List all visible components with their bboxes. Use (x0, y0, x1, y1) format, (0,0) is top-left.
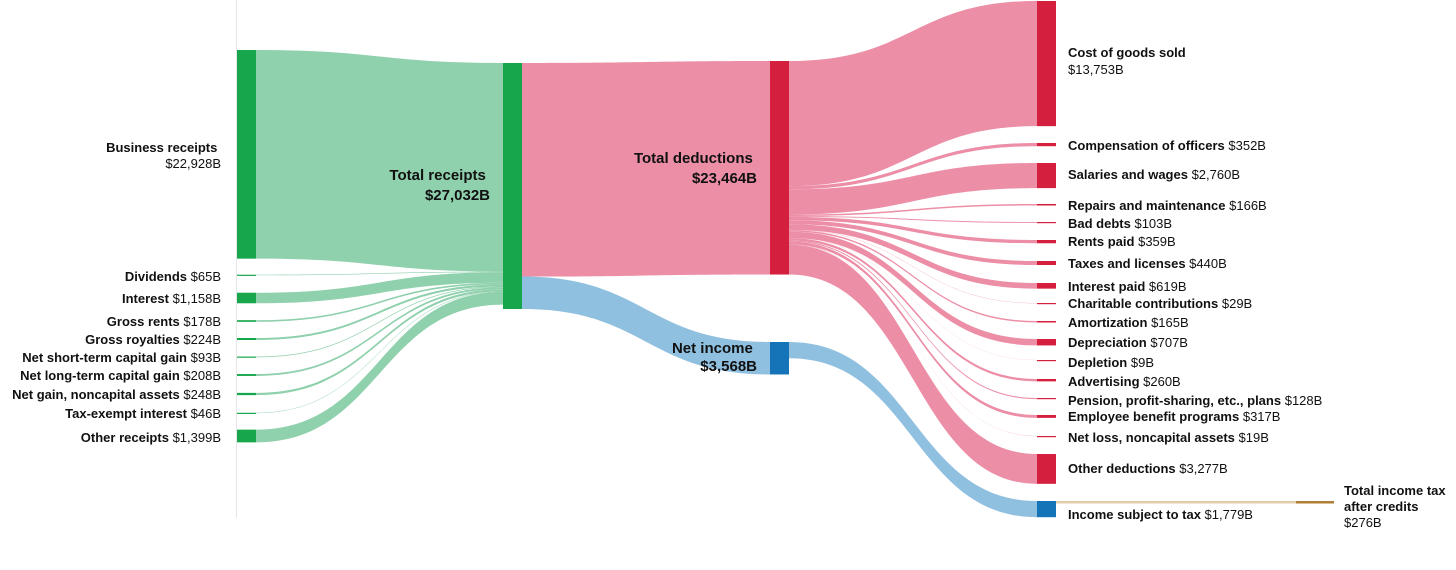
deduction-label-taxes-and-licenses: Taxes and licenses $440B (1068, 256, 1227, 271)
flow-income-subject-to-tax (789, 342, 1037, 518)
source-node-other-receipts (237, 429, 256, 443)
deduction-node-bad-debts (1037, 222, 1056, 224)
total-deductions-label: Total deductions $23,464B (634, 150, 757, 187)
deduction-label-depreciation: Depreciation $707B (1068, 335, 1188, 350)
source-node-tax-exempt-interest (237, 412, 256, 414)
source-label-gross-royalties: Gross royalties $224B (85, 332, 221, 347)
deduction-label-amortization: Amortization $165B (1068, 315, 1189, 330)
deduction-label-employee-benefit-programs: Employee benefit programs $317B (1068, 409, 1280, 424)
total-income-tax-label: Total income tax after credits $276B (1344, 483, 1449, 530)
source-node-interest (237, 292, 256, 304)
deduction-node-repairs-and-maintenance (1037, 204, 1056, 206)
deduction-node-amortization (1037, 321, 1056, 323)
deduction-node-taxes-and-licenses (1037, 261, 1056, 266)
source-label-other-receipts: Other receipts $1,399B (81, 430, 221, 445)
flow-compensation-of-officers (789, 143, 1037, 190)
deduction-label-repairs-and-maintenance: Repairs and maintenance $166B (1068, 198, 1267, 213)
deduction-label-depletion: Depletion $9B (1068, 355, 1154, 370)
net-income-node (770, 342, 789, 375)
deduction-label-charitable-contributions: Charitable contributions $29B (1068, 296, 1252, 311)
flow-total-deductions (522, 61, 770, 277)
deduction-node-interest-paid (1037, 283, 1056, 289)
total-deductions-node (770, 61, 789, 275)
flow-net-loss-noncapital-assets (789, 244, 1037, 437)
source-label-net-gain-noncapital-assets: Net gain, noncapital assets $248B (12, 387, 221, 402)
flow-total-income-tax (1056, 501, 1296, 504)
deduction-node-compensation-of-officers (1037, 143, 1056, 147)
flow-other-receipts (256, 291, 503, 443)
source-node-net-short-term-capital-gain (237, 356, 256, 358)
flow-salaries-and-wages (789, 163, 1037, 215)
flow-depreciation (789, 231, 1037, 346)
source-node-net-long-term-capital-gain (237, 374, 256, 376)
income-subject-to-tax-node (1037, 501, 1056, 518)
income-subject-to-tax-label: Income subject to tax $1,779B (1068, 507, 1253, 522)
deduction-node-depletion (1037, 360, 1056, 362)
source-node-net-gain-noncapital-assets (237, 392, 256, 396)
net-income-label: Net income $3,568B (672, 340, 757, 375)
deduction-node-net-loss-noncapital-assets (1037, 436, 1056, 438)
flow-advertising (789, 238, 1037, 382)
total-receipts-node (503, 63, 522, 309)
flow-net-gain-noncapital-assets (256, 289, 503, 396)
flow-business-receipts (256, 50, 503, 272)
source-label-net-short-term-capital-gain: Net short-term capital gain $93B (22, 350, 221, 365)
deduction-label-advertising: Advertising $260B (1068, 374, 1181, 389)
deduction-node-pension-profit-sharing-etc-plans (1037, 398, 1056, 400)
total-receipts-label: Total receipts $27,032B (389, 167, 490, 204)
deduction-node-charitable-contributions (1037, 303, 1056, 305)
flow-amortization (789, 230, 1037, 323)
flow-interest-paid (789, 224, 1037, 289)
source-node-gross-rents (237, 320, 256, 322)
flow-interest (256, 272, 503, 304)
source-node-business-receipts (237, 50, 256, 259)
source-label-net-long-term-capital-gain: Net long-term capital gain $208B (20, 368, 221, 383)
deduction-label-compensation-of-officers: Compensation of officers $352B (1068, 138, 1266, 153)
source-label-dividends: Dividends $65B (125, 269, 221, 284)
deduction-label-pension-plans: Pension, profit-sharing, etc., plans $12… (1068, 393, 1322, 408)
flow-dividends (256, 271, 503, 276)
deduction-node-advertising (1037, 379, 1056, 382)
flow-other-deductions (789, 244, 1037, 484)
deduction-label-salaries-and-wages: Salaries and wages $2,760B (1068, 167, 1240, 182)
flow-bad-debts (789, 215, 1037, 223)
total-income-tax-node (1296, 501, 1334, 504)
deduction-label-bad-debts: Bad debts $103B (1068, 216, 1172, 231)
flow-employee-benefit-programs (789, 241, 1037, 418)
flow-rents-paid (789, 216, 1037, 244)
flow-net-long-term-capital-gain (256, 287, 503, 376)
deduction-node-employee-benefit-programs (1037, 415, 1056, 418)
deduction-label-cost-of-goods-sold: Cost of goods sold $13,753B (1068, 45, 1189, 77)
deduction-node-rents-paid (1037, 240, 1056, 244)
source-label-business-receipts: Business receipts $22,928B (106, 140, 221, 171)
deduction-node-other-deductions (1037, 454, 1056, 484)
deduction-label-interest-paid: Interest paid $619B (1068, 279, 1187, 294)
flow-repairs-and-maintenance (789, 204, 1037, 216)
deduction-label-other-deductions: Other deductions $3,277B (1068, 461, 1228, 476)
source-node-gross-royalties (237, 337, 256, 341)
deduction-node-salaries-and-wages (1037, 163, 1056, 189)
flow-gross-rents (256, 282, 503, 322)
flow-charitable-contributions (789, 229, 1037, 304)
flow-taxes-and-licenses (789, 220, 1037, 266)
source-label-tax-exempt-interest: Tax-exempt interest $46B (65, 406, 221, 421)
deduction-label-net-loss-noncapital-assets: Net loss, noncapital assets $19B (1068, 430, 1269, 445)
flow-net-short-term-capital-gain (256, 286, 503, 358)
source-node-dividends (237, 274, 256, 276)
node-layer (237, 1, 1334, 518)
flow-gross-royalties (256, 284, 503, 341)
source-label-interest: Interest $1,158B (122, 291, 221, 306)
deduction-node-depreciation (1037, 339, 1056, 346)
flow-tax-exempt-interest (256, 291, 503, 414)
flow-pension-profit-sharing-etc-plans (789, 240, 1037, 400)
flow-layer (256, 1, 1296, 518)
source-label-gross-rents: Gross rents $178B (107, 314, 221, 329)
deduction-label-rents-paid: Rents paid $359B (1068, 234, 1176, 249)
flow-cost-of-goods-sold (789, 1, 1037, 187)
flow-net-income (522, 276, 770, 375)
deduction-node-cost-of-goods-sold (1037, 1, 1056, 127)
flow-depletion (789, 238, 1037, 361)
